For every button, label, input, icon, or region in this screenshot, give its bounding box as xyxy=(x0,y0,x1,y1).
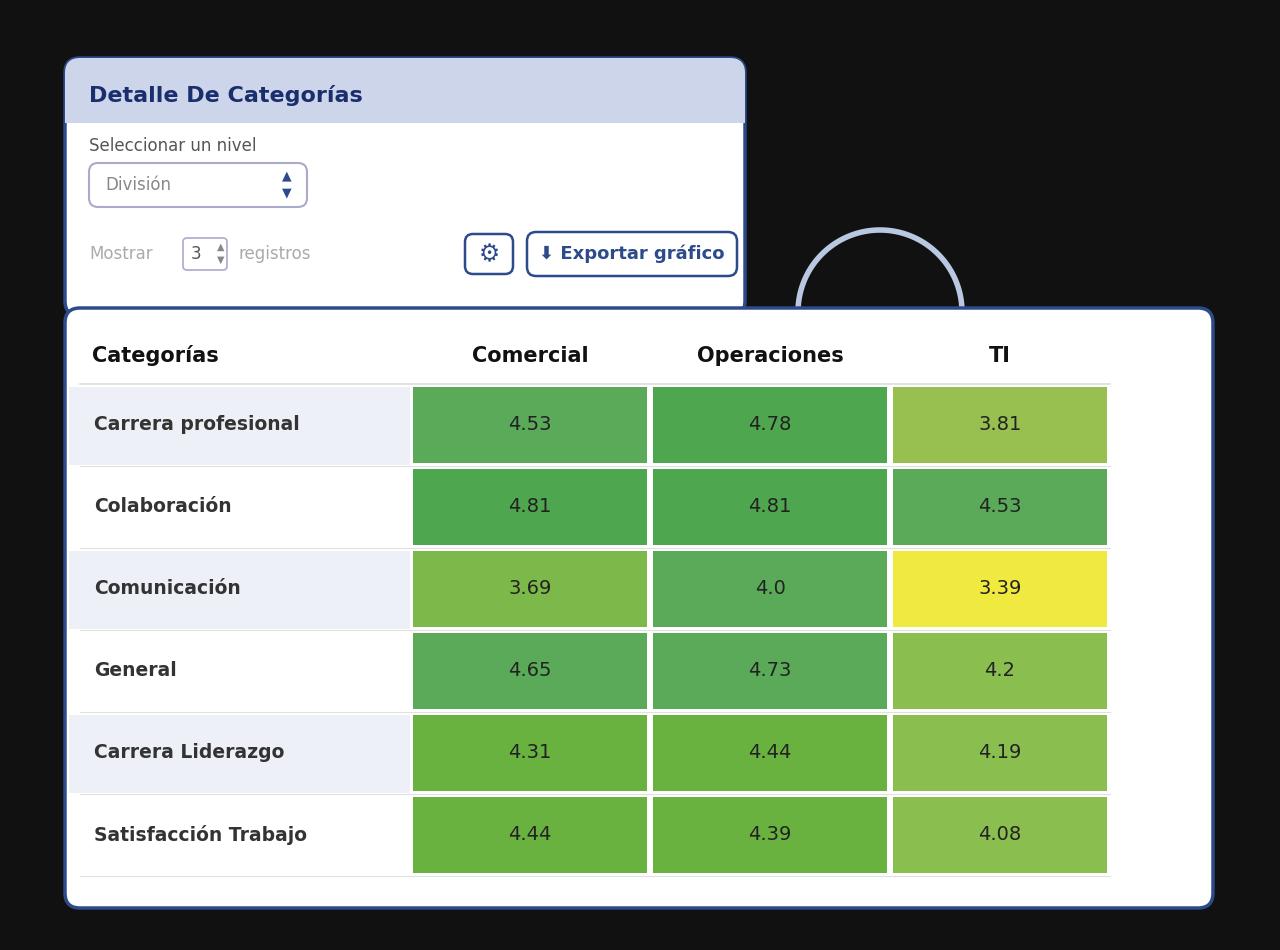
Text: Satisfacción Trabajo: Satisfacción Trabajo xyxy=(93,825,307,845)
Text: 4.53: 4.53 xyxy=(978,498,1021,517)
Text: registros: registros xyxy=(239,245,311,263)
Text: División: División xyxy=(105,176,172,194)
Text: 4.81: 4.81 xyxy=(749,498,792,517)
FancyBboxPatch shape xyxy=(90,163,307,207)
Text: ▼: ▼ xyxy=(282,186,292,200)
FancyBboxPatch shape xyxy=(465,234,513,274)
Text: 4.2: 4.2 xyxy=(984,661,1015,680)
Text: Detalle De Categorías: Detalle De Categorías xyxy=(90,86,362,106)
Text: Seleccionar un nivel: Seleccionar un nivel xyxy=(90,137,256,155)
Text: 3.81: 3.81 xyxy=(978,415,1021,434)
Bar xyxy=(653,551,887,627)
Bar xyxy=(413,387,646,463)
Text: 3.69: 3.69 xyxy=(508,580,552,598)
Bar xyxy=(69,387,410,465)
Bar xyxy=(413,715,646,791)
Text: Colaboración: Colaboración xyxy=(93,498,232,517)
Bar xyxy=(893,715,1107,791)
Text: 4.31: 4.31 xyxy=(508,744,552,763)
Text: ▼: ▼ xyxy=(218,255,225,265)
Text: 4.53: 4.53 xyxy=(508,415,552,434)
Bar xyxy=(69,551,410,629)
Bar xyxy=(653,715,887,791)
Bar xyxy=(893,469,1107,545)
Text: 4.39: 4.39 xyxy=(749,826,792,845)
Text: ▲: ▲ xyxy=(218,242,225,252)
Bar xyxy=(653,797,887,873)
Text: 3: 3 xyxy=(191,245,201,263)
Text: TI: TI xyxy=(989,346,1011,366)
Bar xyxy=(893,551,1107,627)
Bar xyxy=(69,633,410,711)
Text: 4.65: 4.65 xyxy=(508,661,552,680)
Text: 4.19: 4.19 xyxy=(978,744,1021,763)
Bar xyxy=(653,387,887,463)
Text: 3.39: 3.39 xyxy=(978,580,1021,598)
Bar xyxy=(413,633,646,709)
Bar xyxy=(653,469,887,545)
Bar xyxy=(893,633,1107,709)
FancyBboxPatch shape xyxy=(65,58,745,316)
Text: General: General xyxy=(93,661,177,680)
Text: Categorías: Categorías xyxy=(92,346,219,367)
Bar xyxy=(653,633,887,709)
Text: Carrera Liderazgo: Carrera Liderazgo xyxy=(93,744,284,763)
Text: Comunicación: Comunicación xyxy=(93,580,241,598)
FancyBboxPatch shape xyxy=(527,232,737,276)
Text: 4.44: 4.44 xyxy=(749,744,792,763)
Bar xyxy=(413,551,646,627)
Text: 4.73: 4.73 xyxy=(749,661,792,680)
Text: Comercial: Comercial xyxy=(472,346,589,366)
Bar xyxy=(893,387,1107,463)
Text: ▲: ▲ xyxy=(282,169,292,182)
FancyBboxPatch shape xyxy=(183,238,227,270)
Text: 4.0: 4.0 xyxy=(755,580,786,598)
Bar xyxy=(65,98,745,123)
Text: Mostrar: Mostrar xyxy=(90,245,152,263)
Bar xyxy=(413,469,646,545)
Text: 4.44: 4.44 xyxy=(508,826,552,845)
Bar xyxy=(69,715,410,793)
Bar xyxy=(413,797,646,873)
Text: 4.08: 4.08 xyxy=(978,826,1021,845)
Bar xyxy=(893,797,1107,873)
Text: Carrera profesional: Carrera profesional xyxy=(93,415,300,434)
FancyBboxPatch shape xyxy=(65,58,745,123)
Text: Operaciones: Operaciones xyxy=(696,346,844,366)
Text: 4.78: 4.78 xyxy=(749,415,792,434)
FancyBboxPatch shape xyxy=(65,308,1213,908)
Bar xyxy=(69,797,410,875)
Bar xyxy=(69,469,410,547)
Text: ⚙: ⚙ xyxy=(479,242,499,266)
Text: 4.81: 4.81 xyxy=(508,498,552,517)
Text: ⬇ Exportar gráfico: ⬇ Exportar gráfico xyxy=(539,245,724,263)
